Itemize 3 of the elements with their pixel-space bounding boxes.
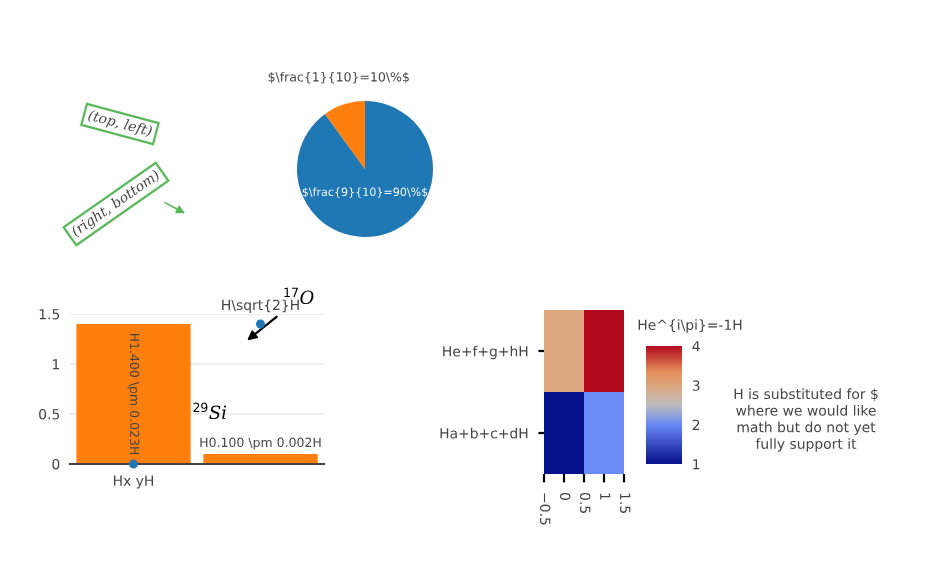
pie-slice — [325, 101, 365, 169]
pie-slice — [297, 101, 433, 237]
annotation: $^{29}$Si — [193, 402, 227, 420]
